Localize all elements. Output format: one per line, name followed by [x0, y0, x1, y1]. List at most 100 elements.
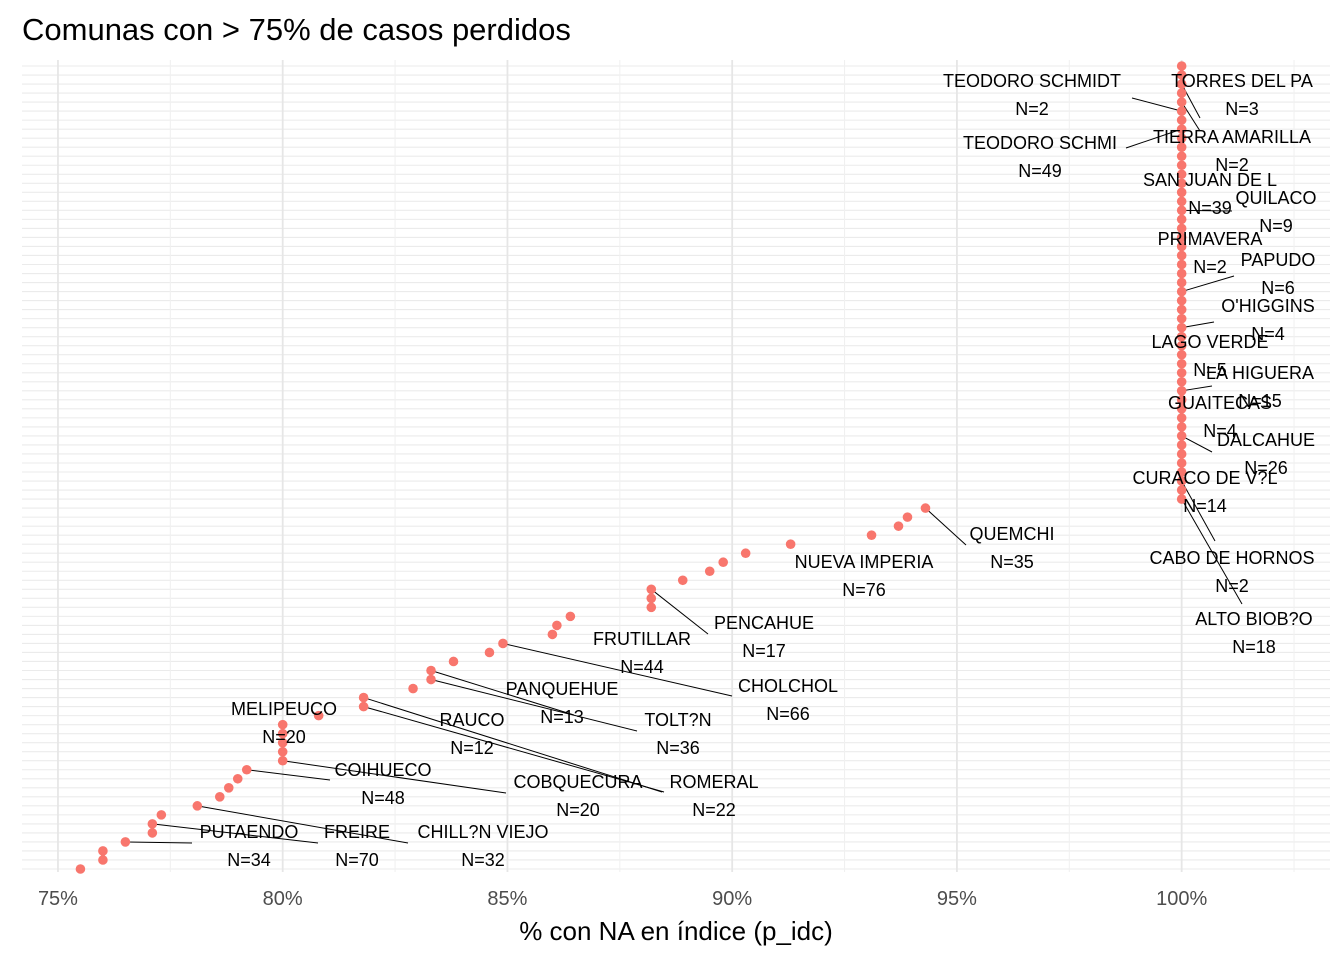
data-point: [1176, 313, 1187, 324]
point-label-name: O'HIGGINS: [1221, 296, 1314, 316]
data-point: [1176, 431, 1187, 441]
point-label-n: N=35: [990, 552, 1034, 572]
leader-line: [430, 679, 638, 732]
data-point: [1176, 331, 1187, 342]
data-point: [1176, 70, 1187, 80]
leader-line: [363, 697, 663, 793]
point-label-name: CHILL?N VIEJO: [417, 822, 548, 842]
point-label-n: N=32: [461, 850, 505, 870]
point-label-name: GUAITECAS: [1168, 393, 1272, 413]
data-points: [75, 61, 1187, 874]
leader-line: [1181, 435, 1213, 453]
point-label-n: N=4: [1251, 324, 1285, 344]
point-label-n: N=44: [620, 657, 664, 677]
point-label-name: QUILACO: [1235, 188, 1316, 208]
data-point: [277, 746, 288, 757]
data-point: [646, 602, 657, 613]
x-axis-ticks: 75% 80% 85% 90% 95% 100%: [38, 888, 1208, 910]
data-point: [192, 801, 203, 811]
data-point: [1176, 413, 1187, 423]
point-label-n: N=48: [361, 788, 405, 808]
grid: [22, 60, 1330, 872]
leader-line: [152, 823, 319, 844]
data-point: [1176, 386, 1187, 396]
data-point: [1176, 404, 1187, 414]
leader-line: [1181, 101, 1201, 132]
data-point: [1176, 295, 1187, 306]
point-label-name: PANQUEHUE: [506, 679, 619, 699]
data-point: [1176, 178, 1187, 189]
point-label-name: FRUTILLAR: [593, 629, 691, 649]
point-label-name: FREIRE: [324, 822, 390, 842]
x-tick-label: 95%: [937, 888, 977, 910]
point-label-n: N=76: [842, 580, 886, 600]
data-point: [1176, 223, 1187, 234]
point-label-n: N=39: [1188, 198, 1232, 218]
x-tick-label: 85%: [487, 888, 527, 910]
point-label-n: N=2: [1015, 99, 1049, 119]
point-label-n: N=12: [450, 738, 494, 758]
leader-line: [1181, 209, 1233, 212]
data-point: [277, 737, 288, 748]
leader-line: [1181, 480, 1216, 542]
x-tick-label: 100%: [1156, 888, 1207, 910]
leader-line: [1181, 275, 1235, 293]
data-point: [1176, 458, 1187, 468]
data-point: [552, 620, 562, 631]
data-point: [1176, 214, 1187, 225]
leader-line: [502, 642, 733, 697]
data-point: [1176, 340, 1187, 351]
data-point: [1176, 322, 1187, 333]
point-label-n: N=18: [1232, 637, 1276, 657]
data-point: [1176, 160, 1187, 171]
data-point: [1176, 277, 1187, 288]
data-point: [1176, 485, 1187, 495]
point-label-n: N=17: [742, 641, 786, 661]
data-point: [1176, 133, 1187, 143]
leader-line: [125, 841, 193, 844]
point-label-name: ROMERAL: [669, 772, 758, 792]
data-point: [1176, 196, 1187, 207]
data-point: [1176, 268, 1187, 279]
data-point: [147, 828, 158, 838]
data-point: [866, 530, 877, 540]
point-label-n: N=6: [1261, 278, 1295, 298]
data-point: [704, 566, 715, 577]
data-point: [565, 611, 576, 622]
data-point: [1176, 494, 1187, 504]
data-point: [241, 764, 252, 775]
point-label-name: QUEMCHI: [970, 524, 1055, 544]
data-point: [498, 638, 508, 649]
data-point: [893, 521, 904, 531]
point-label-n: N=49: [1018, 161, 1062, 181]
data-point: [426, 674, 436, 685]
data-point: [1176, 367, 1187, 378]
data-point: [147, 819, 158, 829]
data-point: [1176, 422, 1187, 432]
data-point: [1176, 467, 1187, 477]
point-label-n: N=36: [656, 738, 700, 758]
data-point: [75, 864, 86, 874]
point-label-name: TORRES DEL PA: [1171, 71, 1313, 91]
data-point: [277, 719, 288, 730]
data-point: [1176, 259, 1187, 270]
point-label-name: CURACO DE V?L: [1132, 468, 1277, 488]
data-point: [277, 728, 288, 739]
data-point: [120, 837, 131, 847]
point-label-name: MELIPEUCO: [231, 699, 337, 719]
point-label-n: N=14: [1183, 496, 1227, 516]
data-point: [1176, 376, 1187, 387]
point-label-name: CABO DE HORNOS: [1149, 548, 1314, 568]
leader-line: [197, 805, 409, 844]
point-label-name: COBQUECURA: [513, 772, 642, 792]
data-point: [223, 782, 234, 793]
x-axis-label: % con NA en índice (p_idc): [519, 916, 833, 946]
x-tick-label: 80%: [263, 888, 303, 910]
data-point: [1176, 241, 1187, 252]
data-point: [1176, 142, 1187, 153]
data-point: [277, 755, 288, 766]
data-point: [677, 575, 688, 586]
data-point: [1176, 476, 1187, 486]
point-label-name: TEODORO SCHMI: [963, 133, 1117, 153]
data-point: [740, 548, 751, 559]
